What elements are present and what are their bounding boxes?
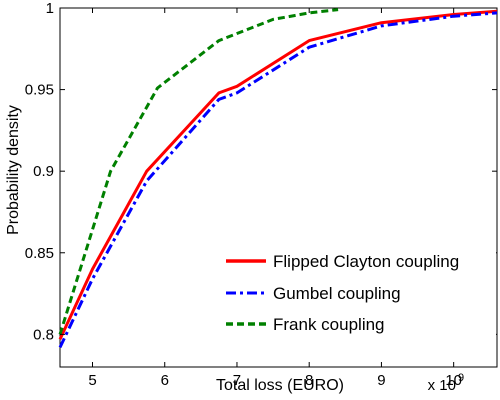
x-tick-label: 10 bbox=[445, 372, 462, 389]
legend-label-frank: Frank coupling bbox=[273, 315, 385, 334]
x-tick-label: 8 bbox=[305, 372, 313, 389]
legend: Flipped Clayton coupling Gumbel coupling… bbox=[218, 238, 496, 342]
x-multiplier-base: x 10 bbox=[428, 377, 456, 394]
x-axis-label: Total loss (EURO) bbox=[216, 377, 344, 394]
x-tick-label: 6 bbox=[161, 372, 169, 389]
y-axis-label: Probability density bbox=[5, 105, 22, 235]
series-line-frank bbox=[58, 8, 339, 335]
y-tick-label: 0.8 bbox=[33, 326, 54, 343]
series-line-gumbel bbox=[58, 11, 498, 349]
x-tick-label: 5 bbox=[88, 372, 96, 389]
legend-label-flipped-clayton: Flipped Clayton coupling bbox=[273, 252, 459, 271]
y-tick-label: 0.85 bbox=[25, 245, 54, 262]
y-tick-label: 0.95 bbox=[25, 82, 54, 99]
x-multiplier-exponent: 9 bbox=[458, 372, 464, 384]
series-layer bbox=[58, 8, 498, 349]
ticks-layer: 5 6 7 8 9 100.80.850.90.951 bbox=[25, 0, 497, 389]
x-tick-label: 7 bbox=[233, 372, 241, 389]
x-tick-label: 9 bbox=[377, 372, 385, 389]
y-tick-label: 1 bbox=[46, 0, 54, 17]
legend-label-gumbel: Gumbel coupling bbox=[273, 284, 401, 303]
series-line-flipped-clayton bbox=[58, 9, 498, 340]
y-tick-label: 0.9 bbox=[33, 163, 54, 180]
